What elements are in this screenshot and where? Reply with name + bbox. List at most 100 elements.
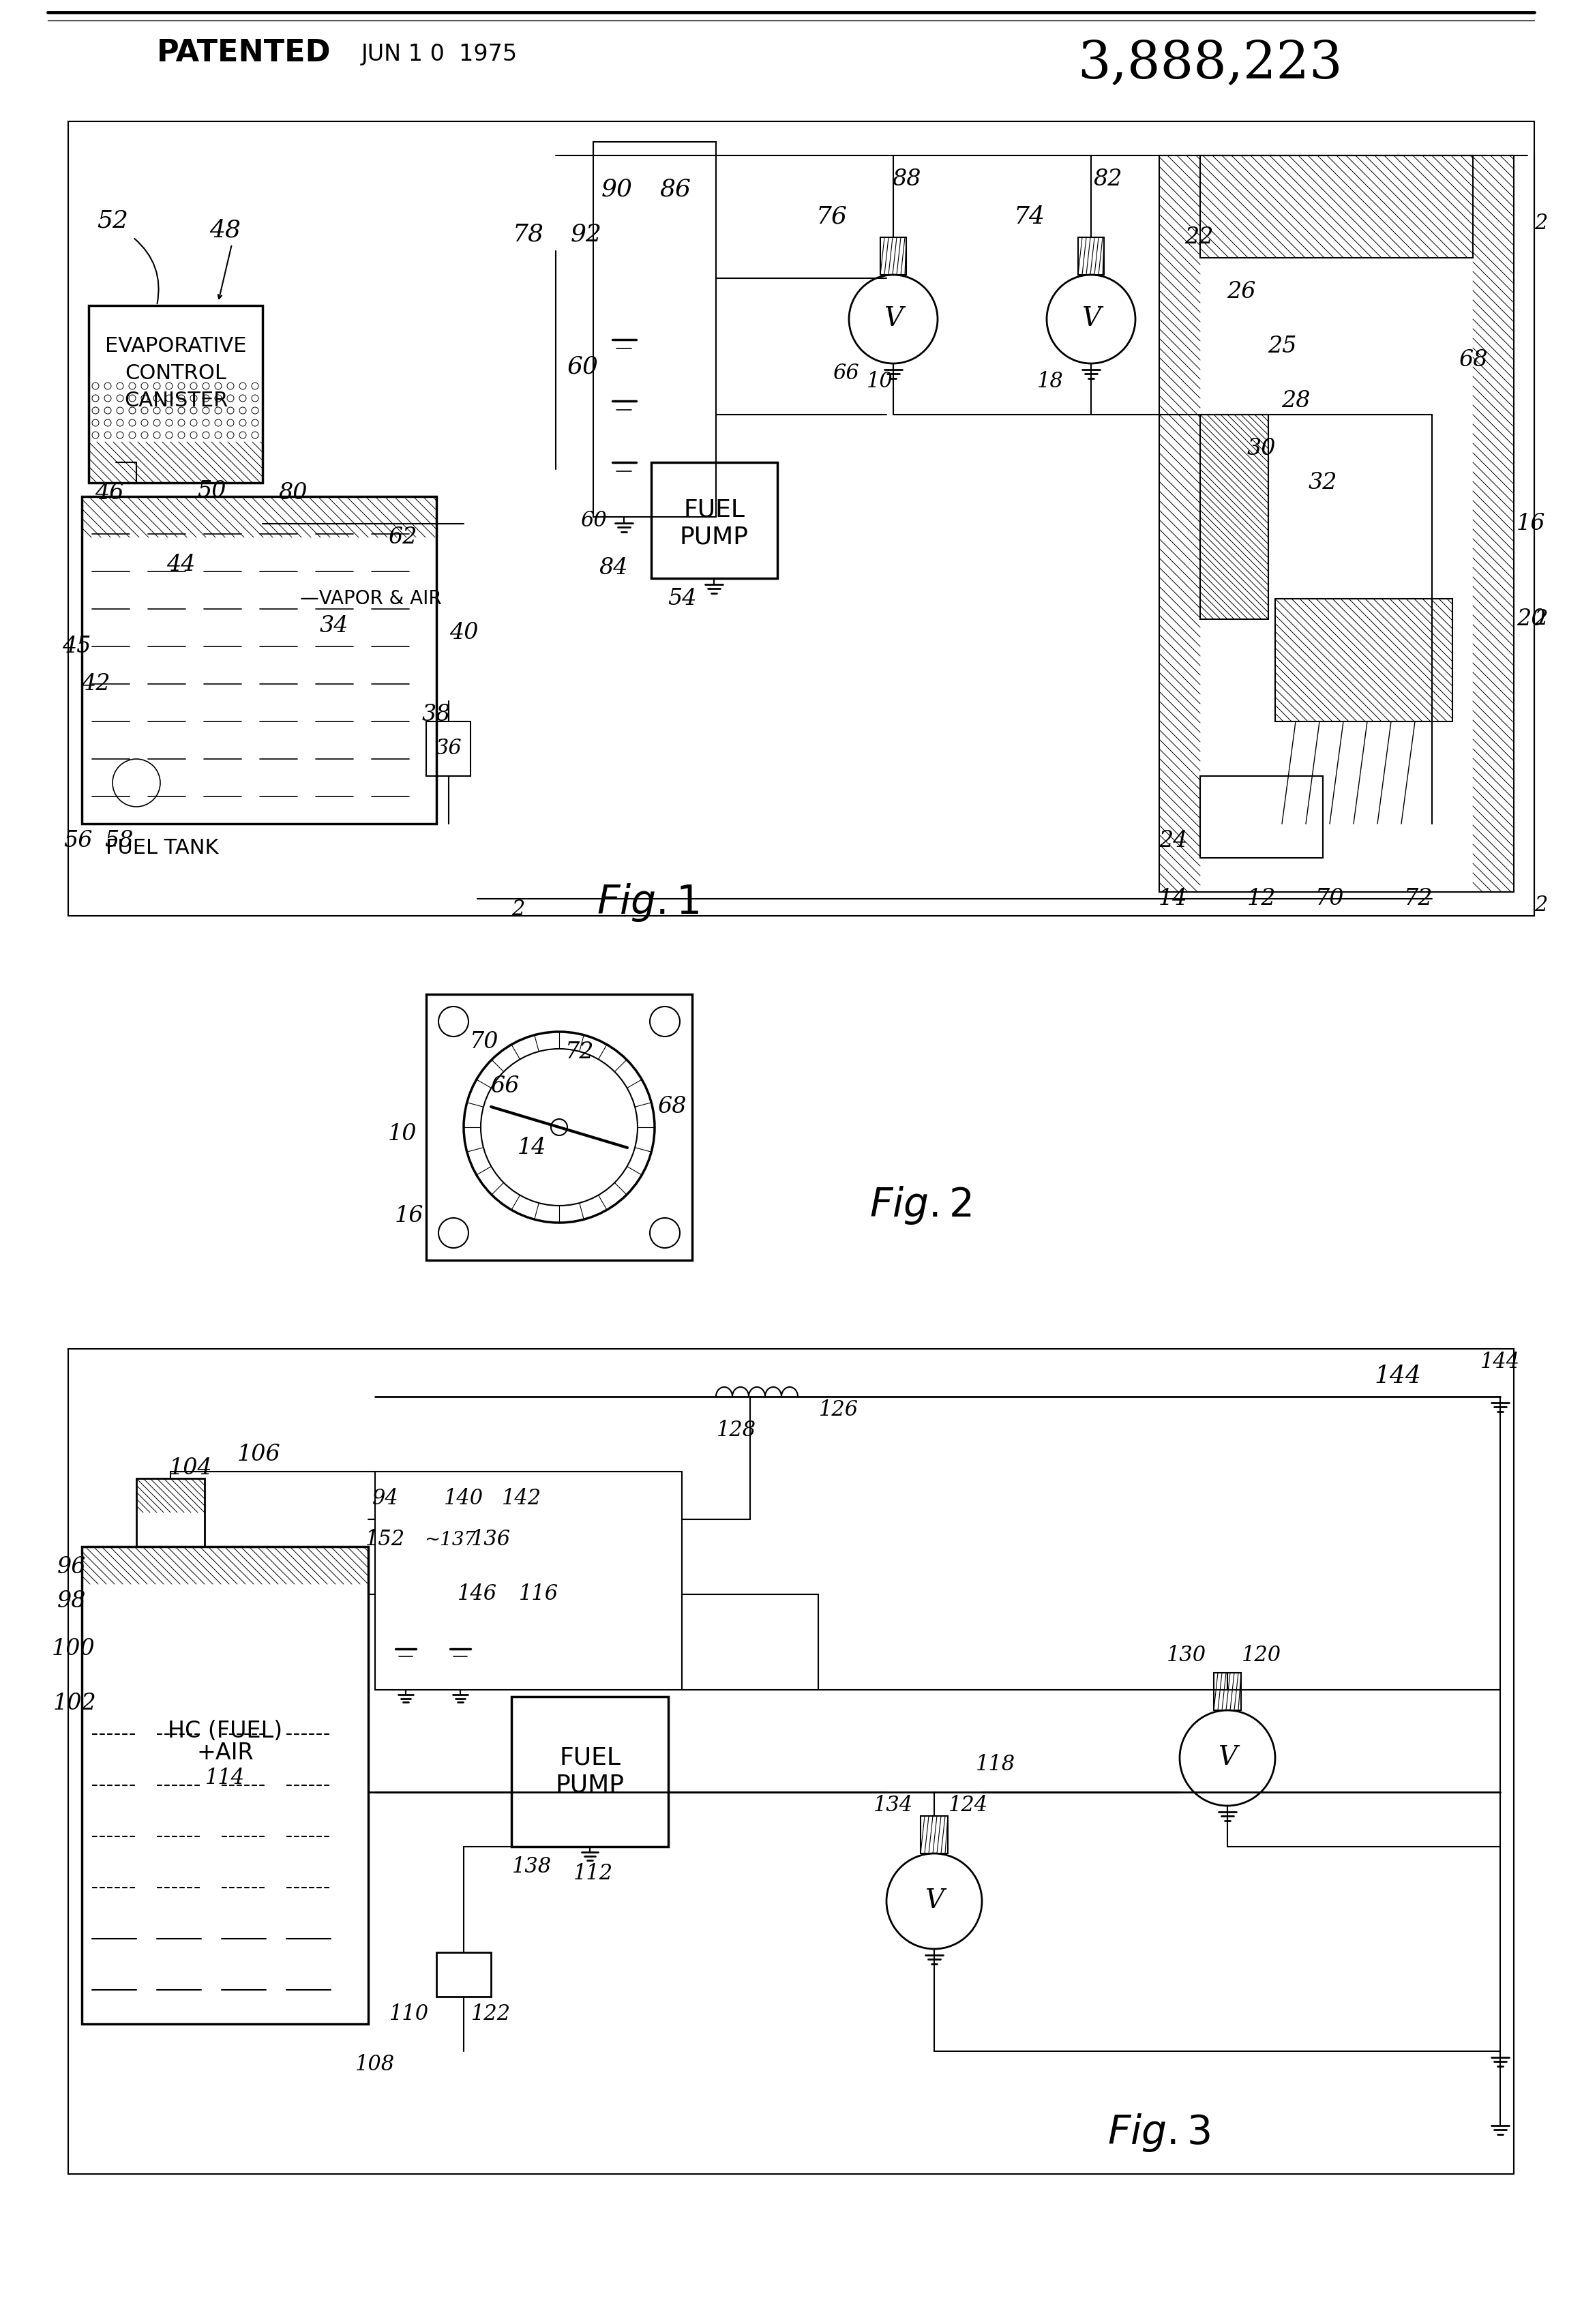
Text: 102: 102: [54, 1692, 97, 1715]
Text: 70: 70: [1315, 888, 1345, 909]
Text: 62: 62: [388, 528, 416, 548]
Text: 152: 152: [365, 1529, 405, 1550]
Text: CANISTER: CANISTER: [123, 390, 228, 411]
Text: 34: 34: [320, 616, 348, 637]
Text: 88: 88: [892, 167, 921, 191]
Text: $\mathit{Fig.3}$: $\mathit{Fig.3}$: [1107, 2113, 1210, 2154]
Text: 86: 86: [660, 179, 691, 202]
Text: 10: 10: [388, 1122, 416, 1146]
Bar: [921, 1815, 948, 1855]
Text: V: V: [1082, 307, 1101, 332]
Text: 22: 22: [1185, 225, 1213, 249]
Text: 106: 106: [237, 1443, 282, 1466]
Text: 58: 58: [104, 830, 134, 851]
Bar: [68, 121, 1535, 916]
Text: 28: 28: [1281, 390, 1310, 411]
Text: 54: 54: [668, 588, 696, 609]
Text: 142: 142: [501, 1487, 541, 1511]
Text: 104: 104: [169, 1457, 212, 1478]
Bar: [426, 995, 693, 1260]
Text: 140: 140: [445, 1487, 484, 1511]
Text: 114: 114: [206, 1769, 245, 1789]
Text: 130: 130: [1166, 1645, 1207, 1666]
Bar: [1275, 600, 1452, 720]
Text: 10: 10: [867, 372, 892, 393]
Text: 26: 26: [1226, 281, 1256, 302]
Bar: [437, 1952, 490, 1996]
Bar: [511, 1697, 668, 1848]
Text: $\mathit{Fig.2}$: $\mathit{Fig.2}$: [870, 1185, 971, 1227]
Text: PUMP: PUMP: [680, 525, 748, 548]
Circle shape: [551, 1120, 568, 1136]
Bar: [1077, 237, 1104, 274]
Text: 110: 110: [389, 2003, 429, 2024]
Text: 14: 14: [517, 1136, 546, 1160]
Text: FUEL: FUEL: [558, 1745, 620, 1769]
Text: 30: 30: [1247, 437, 1277, 460]
Text: 126: 126: [819, 1399, 859, 1420]
Text: 78: 78: [513, 223, 544, 246]
Text: 25: 25: [1267, 335, 1297, 358]
Text: 16: 16: [394, 1204, 424, 1227]
Bar: [136, 1478, 204, 1545]
Text: 2: 2: [1535, 895, 1547, 916]
Text: 136: 136: [471, 1529, 511, 1550]
Text: 108: 108: [356, 2054, 395, 2075]
Bar: [593, 142, 717, 516]
Bar: [1213, 1673, 1240, 1710]
Text: 44: 44: [166, 553, 195, 576]
Text: 60: 60: [568, 356, 598, 379]
Text: 92: 92: [571, 223, 603, 246]
Bar: [1201, 776, 1323, 858]
Text: 14: 14: [1158, 888, 1188, 909]
Text: 138: 138: [513, 1857, 552, 1878]
Text: 74: 74: [1014, 205, 1046, 228]
Text: PUMP: PUMP: [555, 1773, 625, 1796]
Text: 18: 18: [1036, 372, 1063, 393]
Text: 60: 60: [581, 509, 606, 530]
Text: ~137: ~137: [424, 1532, 476, 1550]
Text: V: V: [924, 1889, 944, 1915]
Text: 66: 66: [490, 1076, 519, 1097]
Text: FUEL TANK: FUEL TANK: [106, 837, 218, 858]
Text: PATENTED: PATENTED: [157, 40, 331, 67]
Text: EVAPORATIVE: EVAPORATIVE: [104, 337, 247, 356]
Text: 72: 72: [565, 1041, 595, 1062]
Text: 2: 2: [511, 899, 525, 920]
Text: 40: 40: [449, 623, 478, 644]
Bar: [82, 1545, 369, 2024]
Bar: [426, 720, 470, 776]
Text: 50: 50: [196, 481, 226, 502]
Text: 70: 70: [470, 1032, 498, 1053]
Bar: [652, 462, 777, 579]
Text: 98: 98: [57, 1590, 85, 1613]
Bar: [1201, 414, 1269, 618]
Text: 116: 116: [519, 1583, 558, 1606]
Text: 42: 42: [81, 674, 111, 695]
Text: 120: 120: [1242, 1645, 1281, 1666]
Text: 144: 144: [1481, 1353, 1520, 1373]
Text: 90: 90: [601, 179, 633, 202]
Text: 32: 32: [1308, 472, 1337, 493]
Text: 20: 20: [1517, 609, 1546, 630]
Text: JUN 1 0  1975: JUN 1 0 1975: [361, 44, 517, 65]
Text: 52: 52: [97, 209, 128, 232]
Text: 56: 56: [63, 830, 93, 851]
Bar: [375, 1471, 682, 1690]
Text: 48: 48: [209, 218, 240, 242]
Text: 2: 2: [1535, 214, 1547, 235]
Text: 84: 84: [600, 558, 628, 579]
Text: +AIR: +AIR: [196, 1741, 253, 1764]
Text: 3,888,223: 3,888,223: [1077, 37, 1343, 88]
Text: 118: 118: [976, 1755, 1016, 1776]
Text: —VAPOR & AIR: —VAPOR & AIR: [301, 590, 441, 609]
Bar: [89, 304, 263, 483]
Bar: [1201, 156, 1473, 258]
Text: 82: 82: [1093, 167, 1123, 191]
Text: 12: 12: [1247, 888, 1277, 909]
Text: 100: 100: [52, 1638, 95, 1659]
Text: 112: 112: [573, 1864, 614, 1885]
Text: 68: 68: [657, 1097, 687, 1118]
Bar: [1160, 156, 1514, 892]
Text: 80: 80: [278, 481, 308, 504]
